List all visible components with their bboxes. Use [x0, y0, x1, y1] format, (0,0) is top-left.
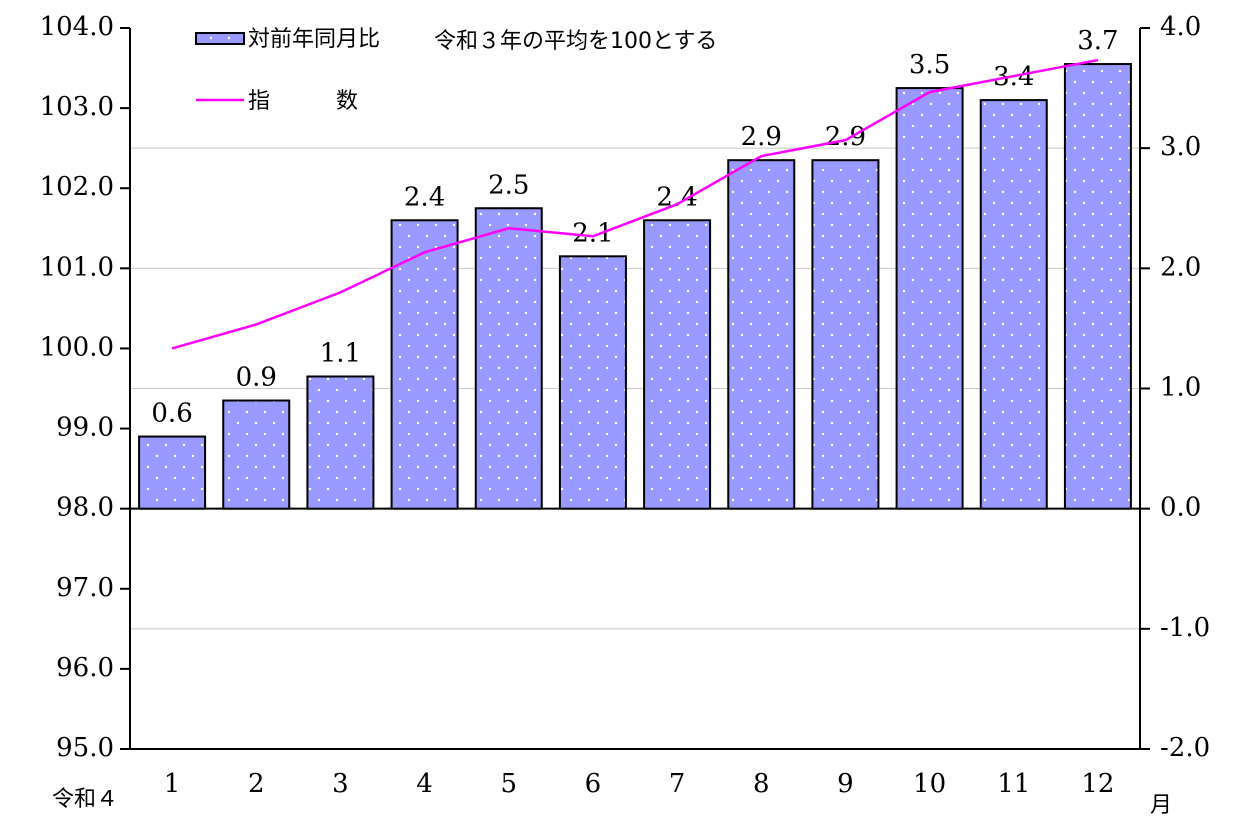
y-tick-label: 97.0: [56, 573, 114, 603]
data-label: 0.9: [236, 363, 277, 393]
bar: [643, 219, 712, 510]
x-label-left: 令和４: [52, 787, 118, 812]
bar: [138, 435, 207, 510]
annotation: 令和３年の平均を100とする: [434, 29, 717, 54]
bar: [727, 159, 796, 510]
data-label: 2.1: [572, 218, 613, 248]
bar: [558, 255, 627, 510]
bar: [390, 219, 459, 510]
x-tick-label: 1: [164, 769, 181, 799]
y-tick-label: 104.0: [40, 12, 114, 42]
data-label: 2.4: [404, 182, 445, 212]
x-tick-label: 8: [753, 769, 770, 799]
y-tick-label: 96.0: [56, 653, 114, 683]
x-tick-label: 9: [837, 769, 854, 799]
y2-tick-label: 1.0: [1160, 373, 1201, 403]
data-label: 2.9: [741, 122, 782, 152]
y-tick-label: 102.0: [40, 172, 114, 202]
bar: [1063, 63, 1132, 510]
data-label: 2.5: [488, 170, 529, 200]
y2-tick-label: 3.0: [1160, 132, 1201, 162]
x-tick-label: 11: [997, 769, 1030, 799]
x-tick-label: 12: [1081, 769, 1114, 799]
x-tick-label: 4: [416, 769, 433, 799]
y2-tick-label: 4.0: [1160, 12, 1201, 42]
bar: [895, 87, 964, 510]
data-label: 3.5: [909, 50, 950, 80]
y-tick-label: 100.0: [40, 332, 114, 362]
data-label: 0.6: [151, 399, 192, 429]
bar: [474, 207, 543, 510]
bar: [811, 159, 880, 510]
data-label: 2.9: [825, 122, 866, 152]
y-tick-label: 99.0: [56, 413, 114, 443]
line: [171, 58, 1099, 350]
bar: [979, 99, 1048, 510]
x-tick-label: 3: [332, 769, 349, 799]
y2-tick-label: 0.0: [1160, 493, 1201, 523]
bar: [222, 399, 291, 510]
x-tick-label: 6: [585, 769, 602, 799]
legend-label: 指 数: [248, 89, 358, 114]
y-tick-label: 95.0: [56, 733, 114, 763]
y-tick-label: 98.0: [56, 493, 114, 523]
bar: [306, 375, 375, 510]
legend-label: 対前年同月比: [248, 27, 380, 52]
x-tick-label: 2: [248, 769, 265, 799]
y-tick-label: 103.0: [40, 92, 114, 122]
y-tick-label: 101.0: [40, 252, 114, 282]
y2-tick-label: -2.0: [1160, 733, 1210, 763]
x-label-right: 月: [1150, 793, 1172, 818]
data-label: 1.1: [320, 338, 361, 368]
x-tick-label: 5: [500, 769, 517, 799]
x-tick-label: 10: [913, 769, 946, 799]
y2-tick-label: 2.0: [1160, 252, 1201, 282]
y2-tick-label: -1.0: [1160, 613, 1210, 643]
data-label: 3.7: [1077, 26, 1118, 56]
legend-swatch: [195, 32, 245, 45]
x-tick-label: 7: [669, 769, 686, 799]
